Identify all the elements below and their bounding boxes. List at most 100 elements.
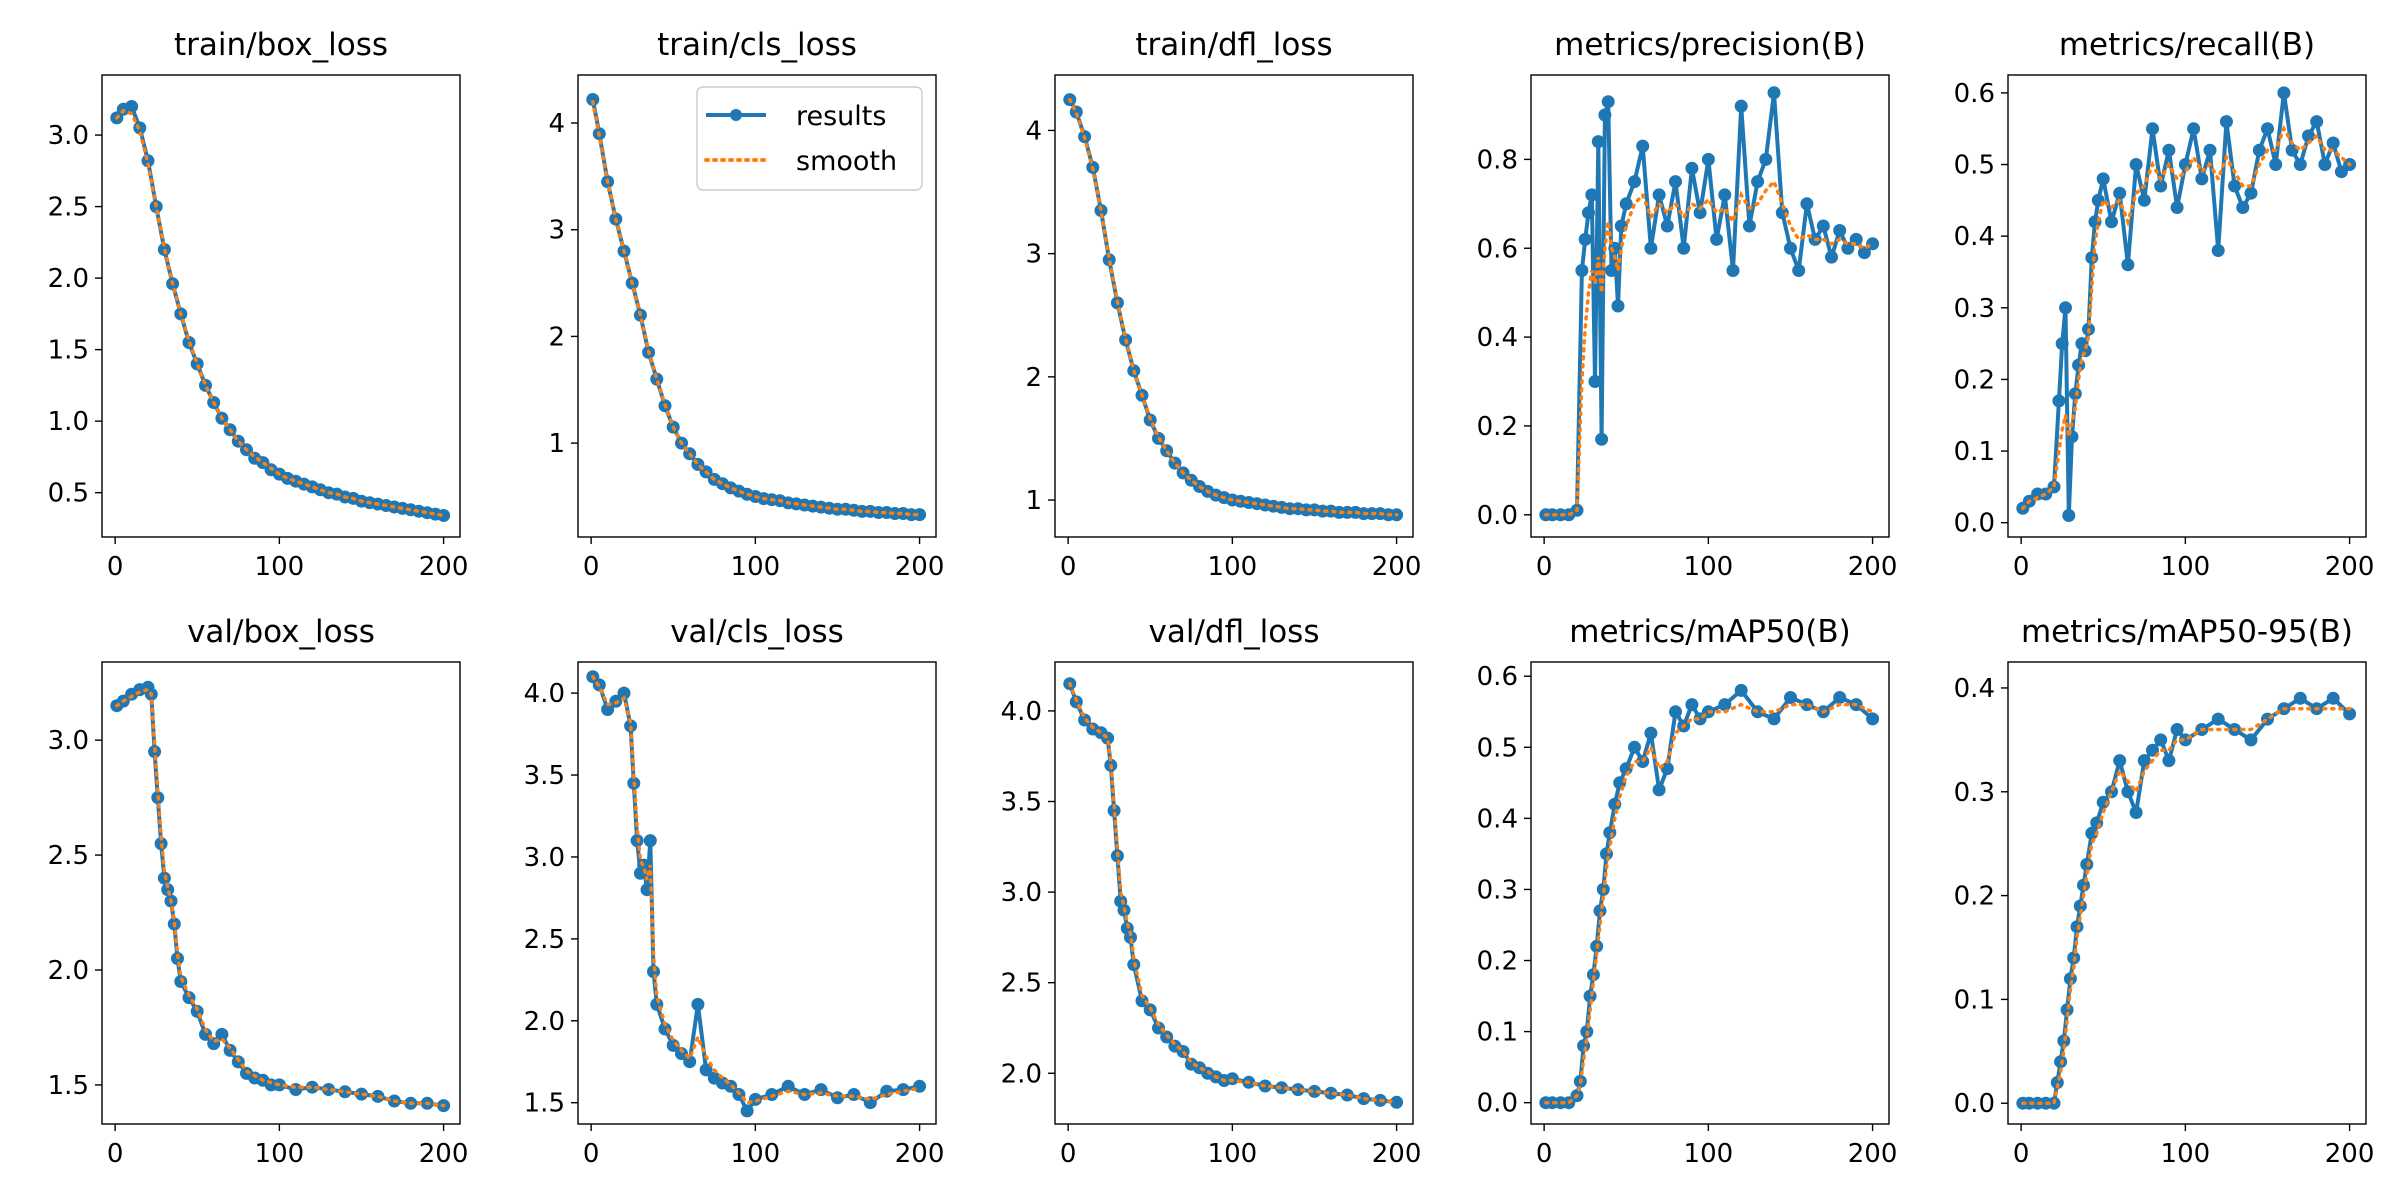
y-tick-label: 2.0 <box>48 956 89 986</box>
y-tick-label: 0.8 <box>1477 145 1518 175</box>
subplot-metrics-map50-b: metrics/mAP50(B) 0 100 200 0.0 0.1 0.2 0.3 0.4 0.… <box>1477 614 1898 1169</box>
plot-area <box>1063 677 1404 1109</box>
y-tick-label: 3 <box>1025 240 1042 270</box>
data-point <box>2302 129 2315 143</box>
data-point <box>1685 161 1699 175</box>
x-tick-label: 200 <box>419 1139 469 1169</box>
data-point <box>1225 1072 1239 1086</box>
data-point <box>2057 1034 2071 1048</box>
plot-area <box>2016 86 2357 522</box>
data-point <box>355 1087 368 1101</box>
data-point <box>1866 237 1880 251</box>
data-point <box>2310 115 2324 129</box>
y-tick-label: 3 <box>548 216 565 246</box>
subplot-title: val/box_loss <box>187 614 375 650</box>
data-point <box>1660 762 1674 776</box>
y-tick-label: 0.5 <box>1954 151 1995 181</box>
data-point <box>1644 726 1658 740</box>
y-tick-label: 0.0 <box>1477 1089 1518 1119</box>
y-tick-label: 0.2 <box>1954 882 1995 912</box>
x-tick-label: 100 <box>255 1139 305 1169</box>
data-point <box>847 1088 861 1101</box>
x-tick-label: 200 <box>895 552 945 582</box>
y-tick-label: 0.4 <box>1954 674 1995 704</box>
y-tick-label: 1.5 <box>48 336 89 366</box>
data-point <box>1792 264 1806 277</box>
x-tick-label: 200 <box>1372 1139 1422 1169</box>
y-tick-label: 0.0 <box>1954 509 1995 539</box>
x-tick-label: 100 <box>731 552 781 582</box>
legend: results smooth <box>696 86 923 191</box>
y-tick-label: 0.3 <box>1954 294 1995 324</box>
subplot-train-dfl-loss: train/dfl_loss 0 100 200 1 2 3 4 <box>1025 27 1421 582</box>
y-tick-label: 1 <box>1025 486 1042 516</box>
data-point <box>643 834 657 848</box>
data-point <box>2326 136 2340 150</box>
data-point <box>2062 509 2076 522</box>
data-point <box>2052 394 2066 408</box>
y-tick-label: 2.5 <box>1001 969 1042 999</box>
data-point <box>2162 143 2176 157</box>
y-tick-label: 3.5 <box>524 761 565 791</box>
data-point <box>1611 299 1625 313</box>
x-tick-label: 0 <box>1536 1139 1553 1169</box>
y-tick-label: 4.0 <box>524 679 565 709</box>
y-tick-label: 0.0 <box>1477 501 1518 531</box>
data-point <box>125 100 139 113</box>
axes-frame <box>1054 74 1414 538</box>
data-point <box>1784 241 1797 255</box>
y-tick-label: 0.4 <box>1954 222 1995 252</box>
x-tick-label: 100 <box>1208 552 1258 582</box>
data-point <box>2228 179 2242 193</box>
y-tick-label: 2.5 <box>48 193 89 223</box>
plot-area <box>1063 93 1404 522</box>
subplot-title: metrics/mAP50-95(B) <box>2021 614 2353 650</box>
legend-smooth-label: smooth <box>796 146 897 177</box>
subplot-metrics-map50-95-b: metrics/mAP50-95(B) 0 100 200 0.0 0.1 0.2 0.3 0.… <box>1954 614 2375 1169</box>
y-tick-label: 0.5 <box>1477 733 1518 763</box>
x-tick-label: 100 <box>1684 552 1734 582</box>
data-point <box>2244 186 2258 200</box>
data-point <box>2060 1003 2074 1017</box>
y-tick-label: 0.3 <box>1477 875 1518 905</box>
data-point <box>322 1083 336 1096</box>
x-tick-label: 0 <box>1536 552 1553 582</box>
data-point <box>289 1083 303 1096</box>
y-tick-label: 2.5 <box>524 925 565 955</box>
subplot-train-box-loss: train/box_loss 0 100 200 0.5 1.0 1.5 2.0 2.5 3.0 <box>48 27 469 582</box>
x-tick-label: 100 <box>255 552 305 582</box>
data-point <box>2252 143 2266 157</box>
y-tick-label: 1.5 <box>48 1071 89 1101</box>
data-point <box>2146 743 2159 757</box>
subplot-title: metrics/precision(B) <box>1554 27 1866 63</box>
data-point <box>338 1085 352 1099</box>
y-tick-label: 0.4 <box>1477 323 1518 353</box>
axes-frame <box>1054 661 1414 1125</box>
data-point <box>2343 707 2357 721</box>
data-point <box>2195 172 2209 186</box>
data-point <box>1685 698 1699 712</box>
data-point <box>1628 740 1641 754</box>
data-point <box>2096 172 2110 186</box>
series-smooth-line <box>115 108 446 518</box>
subplot-metrics-recall-b: metrics/recall(B) 0 100 200 0.0 0.1 0.2 0.3 0.4 0… <box>1954 27 2375 582</box>
y-tick-label: 3.0 <box>48 726 89 756</box>
subplot-title: val/dfl_loss <box>1149 614 1320 650</box>
plot-area <box>1539 86 1880 522</box>
data-point <box>2154 179 2168 193</box>
data-point <box>1619 197 1633 211</box>
y-tick-label: 0.2 <box>1477 947 1518 977</box>
data-point <box>1324 1086 1338 1100</box>
x-tick-label: 200 <box>419 552 469 582</box>
data-point <box>2085 826 2099 840</box>
y-tick-label: 2.0 <box>524 1007 565 1037</box>
subplot-val-box-loss: val/box_loss 0 100 200 1.5 2.0 2.5 3.0 <box>48 614 469 1169</box>
data-point <box>691 997 705 1011</box>
subplot-title: metrics/recall(B) <box>2059 27 2315 63</box>
data-point <box>1595 432 1609 446</box>
y-tick-label: 1 <box>548 429 565 459</box>
data-point <box>2203 143 2217 157</box>
data-point <box>617 686 631 700</box>
data-point <box>647 965 660 979</box>
